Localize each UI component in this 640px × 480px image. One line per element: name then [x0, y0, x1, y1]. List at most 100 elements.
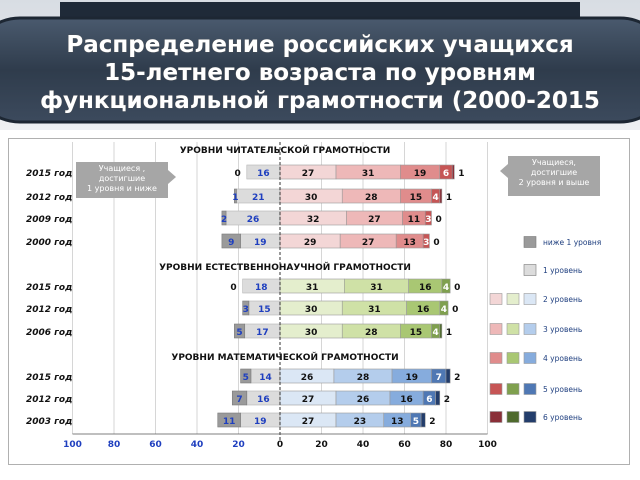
value-label-level-2: 31: [306, 283, 319, 293]
legend-label: 3 уровень: [543, 325, 582, 334]
value-label-level-6: 0: [452, 305, 458, 315]
legend-swatch: [523, 323, 537, 335]
row-year-label: 2009 год: [26, 215, 72, 225]
row-year-label: 2003 год: [26, 417, 72, 427]
callout-below-level-2: Учащиеся , достигшие 1 уровня и ниже: [76, 162, 176, 198]
value-label-level-6: 2: [444, 395, 450, 405]
value-label-level-2: 27: [302, 417, 315, 427]
value-label-level-6: 1: [446, 193, 452, 203]
value-label-below-level-1: 11: [223, 417, 236, 427]
legend-swatch: [523, 352, 537, 364]
legend-label: 4 уровень: [543, 354, 582, 363]
value-label-level-1: 16: [257, 169, 270, 179]
bar-segment-level-5: [441, 278, 451, 294]
value-label-level-5: 4: [432, 328, 438, 338]
value-label-level-4: 15: [410, 328, 423, 338]
legend-swatch: [489, 352, 503, 364]
x-tick-label: 60: [398, 440, 411, 450]
row-year-label: 2015 год: [26, 169, 72, 179]
value-label-level-1: 17: [256, 328, 269, 338]
legend-swatch: [506, 293, 520, 305]
legend-label: 2 уровень: [543, 295, 582, 304]
value-label-below-level-1: 0: [230, 283, 236, 293]
value-label-level-5: 4: [432, 193, 438, 203]
callout-left-line-2: достигшие: [98, 174, 146, 183]
legend-swatch: [506, 323, 520, 335]
value-label-level-2: 27: [302, 395, 315, 405]
legend-swatch: [506, 383, 520, 395]
bar-segment-level-6: [420, 412, 426, 428]
x-tick-label: 40: [191, 440, 204, 450]
callout-level-2-and-above: Учащиеся, достигшие 2 уровня и выше: [500, 156, 600, 196]
legend-swatch: [489, 411, 503, 423]
row-year-label: 2006 год: [26, 328, 72, 338]
title-line-1: Распределение российских учащихся: [66, 32, 573, 58]
value-label-below-level-1: 2: [221, 215, 227, 225]
value-label-level-4: 16: [419, 283, 432, 293]
bar-segment-below-level-1: [217, 412, 241, 428]
legend-swatch: [506, 411, 520, 423]
value-label-level-5: 5: [413, 417, 419, 427]
value-label-level-6: 2: [454, 373, 460, 383]
callout-left-line-3: 1 уровня и ниже: [87, 184, 157, 193]
value-label-level-4: 13: [391, 417, 404, 427]
value-label-level-3: 28: [365, 328, 378, 338]
bar-segment-level-6: [435, 390, 441, 406]
value-label-level-3: 31: [362, 169, 375, 179]
value-label-level-5: 4: [441, 305, 447, 315]
value-label-level-2: 30: [305, 305, 318, 315]
row-year-label: 2015 год: [26, 283, 72, 293]
diverging-bar-chart: УРОВНИ ЧИТАТЕЛЬСКОЙ ГРАМОТНОСТИ УРОВНИ ЕС…: [26, 142, 601, 450]
value-label-below-level-1: 5: [236, 328, 242, 338]
value-label-level-6: 1: [458, 169, 464, 179]
legend-label: ниже 1 уровня: [543, 238, 601, 247]
value-label-level-2: 27: [302, 169, 315, 179]
x-tick-label: 20: [232, 440, 245, 450]
bar-segment-level-6: [451, 164, 455, 180]
value-label-level-3: 27: [362, 238, 375, 248]
value-label-below-level-1: 3: [243, 305, 249, 315]
value-label-below-level-1: 9: [228, 238, 234, 248]
legend-swatch: [523, 383, 537, 395]
title-line-3: функциональной грамотности (2000-2015: [40, 88, 600, 114]
callout-right-line-1: Учащиеся,: [532, 158, 576, 167]
bar-segment-level-5: [422, 233, 430, 249]
bar-segment-below-level-1: [231, 390, 248, 406]
legend-label: 5 уровень: [543, 385, 582, 394]
value-label-level-4: 16: [417, 305, 430, 315]
value-label-level-1: 19: [254, 238, 267, 248]
group-title: УРОВНИ ЕСТЕСТВЕННОНАУЧНОЙ ГРАМОТНОСТИ: [159, 261, 411, 273]
value-label-below-level-1: 7: [236, 395, 242, 405]
row-year-label: 2012 год: [26, 305, 72, 315]
value-label-level-3: 31: [370, 283, 383, 293]
legend-swatch: [523, 411, 537, 423]
value-label-level-1: 19: [254, 417, 267, 427]
x-tick-label: 40: [357, 440, 370, 450]
value-label-level-3: 28: [357, 373, 370, 383]
value-label-level-5: 3: [423, 238, 429, 248]
value-label-level-1: 16: [257, 395, 270, 405]
title-pill: [0, 16, 640, 124]
x-tick-label: 100: [478, 440, 497, 450]
legend-swatch: [523, 293, 537, 305]
x-tick-label: 0: [277, 440, 283, 450]
value-label-level-4: 19: [405, 373, 418, 383]
value-label-level-4: 13: [403, 238, 416, 248]
bar-segment-below-level-1: [234, 188, 237, 204]
value-label-level-1: 14: [259, 373, 272, 383]
value-label-level-3: 26: [357, 395, 370, 405]
value-label-level-3: 27: [368, 215, 381, 225]
value-label-level-2: 30: [305, 193, 318, 203]
bar-segment-level-6: [439, 188, 443, 204]
value-label-level-5: 7: [436, 373, 442, 383]
value-label-below-level-1: 0: [235, 169, 241, 179]
value-label-level-4: 19: [414, 169, 427, 179]
group-title: УРОВНИ ЧИТАТЕЛЬСКОЙ ГРАМОТНОСТИ: [180, 144, 391, 156]
value-label-level-6: 0: [454, 283, 460, 293]
value-label-level-4: 11: [408, 215, 421, 225]
bar-segment-below-level-1: [221, 210, 227, 226]
callout-right-line-3: 2 уровня и выше: [518, 178, 590, 187]
title-line-2: 15-летнего возраста по уровням: [104, 60, 536, 86]
value-label-level-1: 15: [258, 305, 271, 315]
value-label-level-5: 3: [425, 215, 431, 225]
